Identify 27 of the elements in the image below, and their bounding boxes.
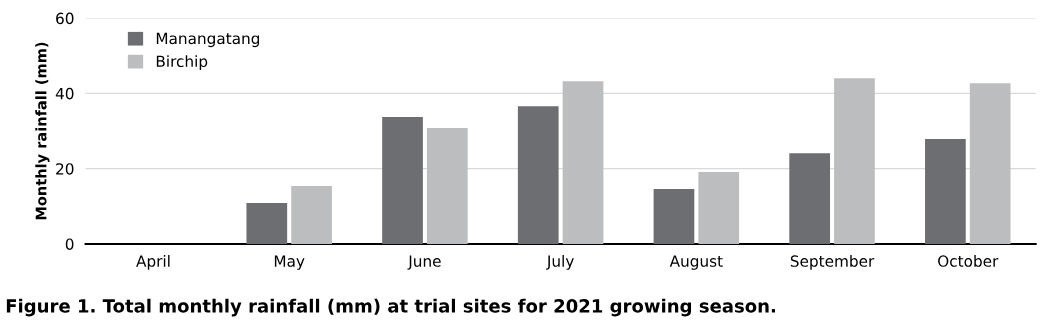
legend-label: Manangatang [156,32,260,48]
bar [517,106,559,244]
bar [291,185,332,244]
x-tick-label: June [407,255,441,270]
bar [925,138,966,244]
bar [789,153,831,244]
x-tick-label: September [790,255,875,270]
y-tick-label: 40 [55,87,74,100]
y-tick-label: 0 [65,238,74,250]
x-tick-label: May [274,255,305,270]
bar [834,78,875,244]
y-axis-title: Monthly rainfall (mm) [35,42,50,220]
y-tick-label: 20 [56,163,74,175]
x-tick-label: April [136,255,170,270]
bar [246,202,288,244]
bar [382,117,423,244]
x-tick-label: October [938,255,999,267]
legend-label: Birchip [156,55,208,71]
bar [653,188,695,244]
x-tick-label: August [669,255,723,270]
bar [969,83,1011,244]
y-tick-label: 60 [56,12,74,25]
bar [562,81,604,244]
bar [698,172,740,244]
text: Figure 1. Total monthly rainfall (mm) at trial sites for 2021 growing season. [6,298,776,317]
bar [426,128,468,244]
x-tick-label: July [546,255,574,270]
